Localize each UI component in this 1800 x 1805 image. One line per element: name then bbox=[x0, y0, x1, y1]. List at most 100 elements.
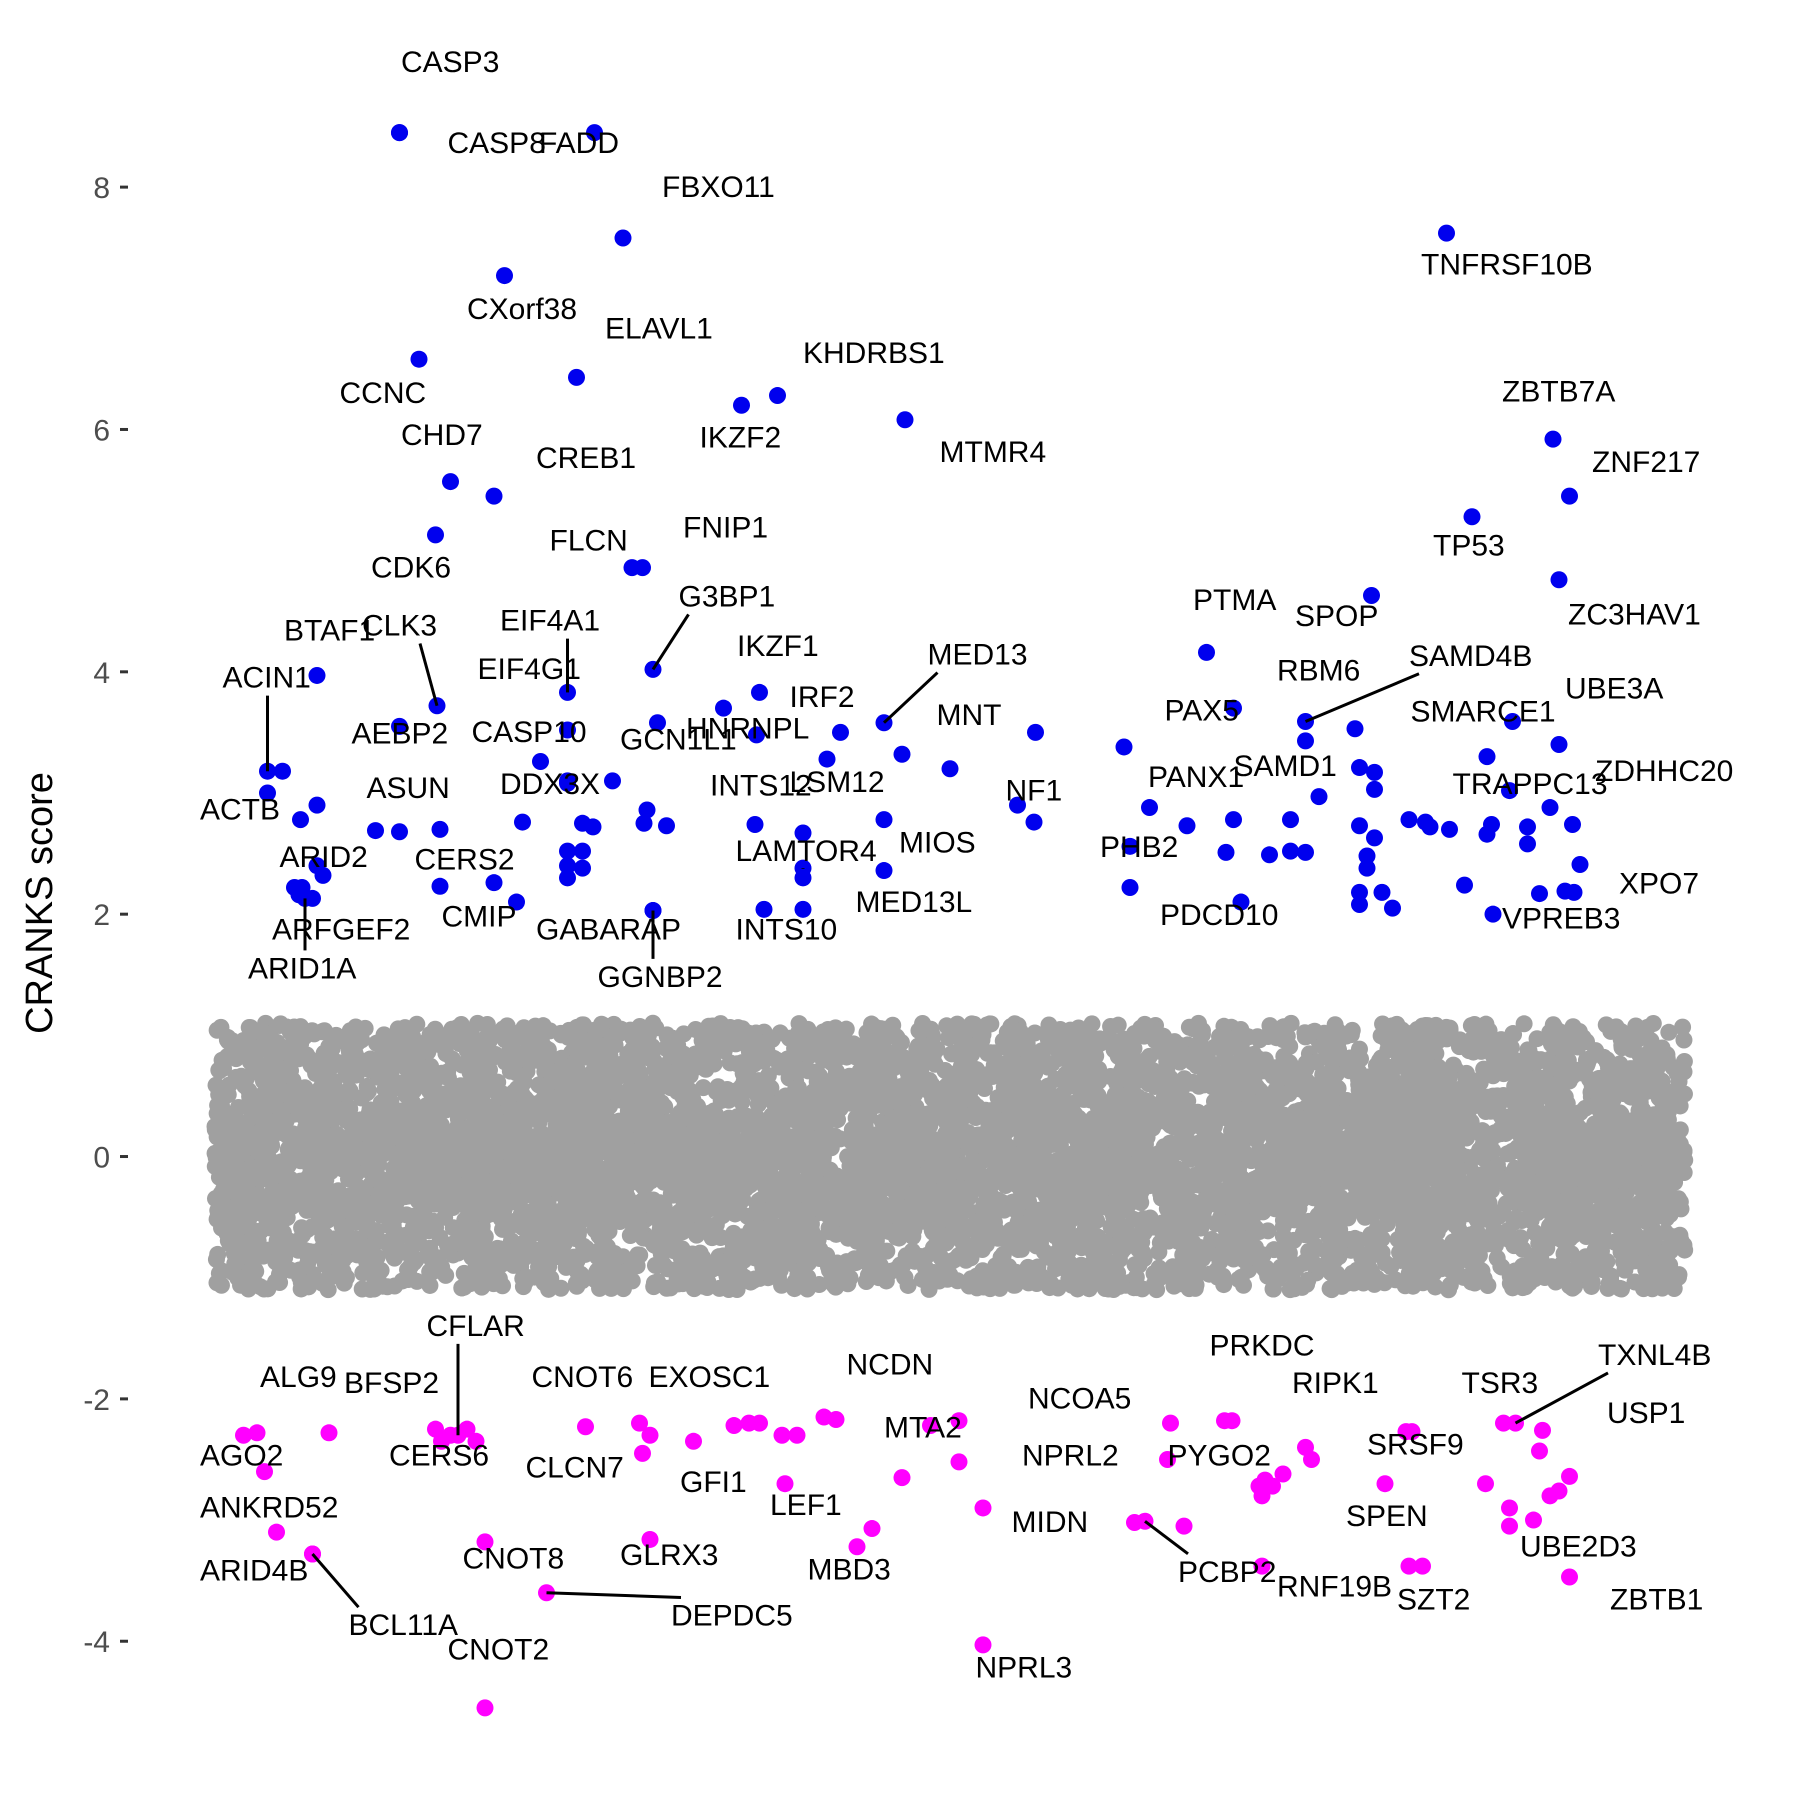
background-point bbox=[1281, 1037, 1299, 1055]
background-point bbox=[1674, 1018, 1692, 1036]
background-point bbox=[530, 1076, 548, 1094]
background-point bbox=[241, 1053, 259, 1071]
background-point bbox=[1009, 1241, 1027, 1259]
background-point bbox=[922, 1020, 940, 1038]
background-point bbox=[1265, 1241, 1283, 1259]
background-point bbox=[481, 1205, 499, 1223]
background-point bbox=[589, 1036, 607, 1054]
background-point bbox=[792, 1018, 810, 1036]
background-point bbox=[274, 1224, 292, 1242]
background-point bbox=[586, 1067, 604, 1085]
background-point bbox=[982, 1198, 1000, 1216]
background-point bbox=[512, 1049, 530, 1067]
background-point bbox=[676, 1062, 694, 1080]
background-point bbox=[357, 1252, 375, 1270]
background-point bbox=[1655, 1264, 1673, 1282]
background-point bbox=[393, 1272, 411, 1290]
background-point bbox=[251, 1278, 269, 1296]
background-point bbox=[1110, 1277, 1128, 1295]
background-point bbox=[891, 1259, 909, 1277]
background-point bbox=[445, 1235, 463, 1253]
background-point bbox=[421, 1066, 439, 1084]
background-point bbox=[837, 1020, 855, 1038]
background-point bbox=[421, 1276, 439, 1294]
background-point bbox=[1200, 1265, 1218, 1283]
background-point bbox=[1404, 1277, 1422, 1295]
background-point bbox=[884, 1016, 902, 1034]
background-point bbox=[1462, 1226, 1480, 1244]
background-point bbox=[1675, 1031, 1693, 1049]
background-point bbox=[1639, 1264, 1657, 1282]
background-point bbox=[1573, 1060, 1591, 1078]
background-point bbox=[394, 1039, 412, 1057]
background-point bbox=[491, 1240, 509, 1258]
background-points bbox=[206, 1014, 1694, 1299]
background-point bbox=[1229, 1035, 1247, 1053]
background-point bbox=[1133, 1233, 1151, 1251]
background-point bbox=[745, 1271, 763, 1289]
background-point bbox=[254, 1072, 272, 1090]
background-point bbox=[1485, 1220, 1503, 1238]
background-point bbox=[1187, 1276, 1205, 1294]
background-point bbox=[626, 1205, 644, 1223]
background-point bbox=[314, 1228, 332, 1246]
background-point bbox=[1151, 1234, 1169, 1252]
background-point bbox=[229, 1099, 247, 1117]
background-point bbox=[1026, 1024, 1044, 1042]
background-point bbox=[431, 1229, 449, 1247]
background-point bbox=[255, 1039, 273, 1057]
background-point bbox=[347, 1230, 365, 1248]
background-point bbox=[220, 1076, 238, 1094]
background-point bbox=[1158, 1053, 1176, 1071]
background-point bbox=[914, 1037, 932, 1055]
background-point bbox=[595, 1229, 613, 1247]
background-point bbox=[1179, 1092, 1197, 1110]
background-point bbox=[1328, 1265, 1346, 1283]
background-point bbox=[913, 1250, 931, 1268]
background-point bbox=[319, 1281, 337, 1299]
background-point bbox=[973, 1240, 991, 1258]
background-point bbox=[1438, 1030, 1456, 1048]
background-point bbox=[1278, 1212, 1296, 1230]
background-point bbox=[838, 1253, 856, 1271]
background-point bbox=[426, 1020, 444, 1038]
background-point bbox=[1080, 1280, 1098, 1298]
background-point bbox=[789, 1060, 807, 1078]
background-point bbox=[771, 1261, 789, 1279]
background-point bbox=[840, 1269, 858, 1287]
background-point bbox=[607, 1268, 625, 1286]
background-point bbox=[208, 1274, 226, 1292]
background-point bbox=[1164, 1258, 1182, 1276]
background-point bbox=[1233, 1053, 1251, 1071]
background-point bbox=[871, 1076, 889, 1094]
background-point bbox=[799, 1048, 817, 1066]
background-point bbox=[1140, 1047, 1158, 1065]
background-point bbox=[694, 1079, 712, 1097]
background-point bbox=[276, 1236, 294, 1254]
background-point bbox=[1302, 1251, 1320, 1269]
background-point bbox=[853, 1047, 871, 1065]
background-point bbox=[1063, 1276, 1081, 1294]
background-point bbox=[1660, 1242, 1678, 1260]
background-point bbox=[1660, 1023, 1678, 1041]
background-point bbox=[1512, 1229, 1530, 1247]
background-point bbox=[309, 1246, 327, 1264]
background-point bbox=[1484, 1067, 1502, 1085]
background-point bbox=[878, 1242, 896, 1260]
background-point bbox=[936, 1255, 954, 1273]
background-point bbox=[560, 1021, 578, 1039]
background-point bbox=[1107, 1106, 1125, 1124]
background-point bbox=[1528, 1030, 1546, 1048]
background-point bbox=[1040, 1016, 1058, 1034]
background-point bbox=[989, 1269, 1007, 1287]
background-point bbox=[1505, 1026, 1523, 1044]
background-point bbox=[1583, 1273, 1601, 1291]
background-point bbox=[1457, 1069, 1475, 1087]
background-point bbox=[1074, 1236, 1092, 1254]
background-point bbox=[240, 1019, 258, 1037]
background-point bbox=[961, 1275, 979, 1293]
background-point bbox=[1323, 1281, 1341, 1299]
background-point bbox=[595, 1245, 613, 1263]
background-point bbox=[780, 1029, 798, 1047]
background-point bbox=[437, 1266, 455, 1284]
